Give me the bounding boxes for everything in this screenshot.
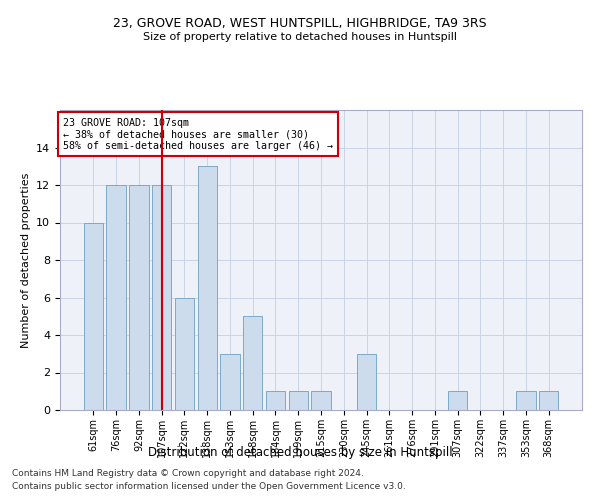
Bar xyxy=(106,185,126,410)
Text: Size of property relative to detached houses in Huntspill: Size of property relative to detached ho… xyxy=(143,32,457,42)
Bar xyxy=(197,166,217,410)
Bar xyxy=(516,391,536,410)
Bar xyxy=(448,391,467,410)
Bar xyxy=(266,391,285,410)
Text: Contains HM Land Registry data © Crown copyright and database right 2024.: Contains HM Land Registry data © Crown c… xyxy=(12,468,364,477)
Text: Contains public sector information licensed under the Open Government Licence v3: Contains public sector information licen… xyxy=(12,482,406,491)
Bar xyxy=(357,354,376,410)
Text: Distribution of detached houses by size in Huntspill: Distribution of detached houses by size … xyxy=(148,446,452,459)
Bar xyxy=(243,316,262,410)
Bar xyxy=(175,298,194,410)
Bar xyxy=(289,391,308,410)
Bar xyxy=(152,185,172,410)
Bar xyxy=(129,185,149,410)
Bar xyxy=(539,391,558,410)
Text: 23 GROVE ROAD: 107sqm
← 38% of detached houses are smaller (30)
58% of semi-deta: 23 GROVE ROAD: 107sqm ← 38% of detached … xyxy=(62,118,332,150)
Y-axis label: Number of detached properties: Number of detached properties xyxy=(20,172,31,348)
Bar xyxy=(311,391,331,410)
Bar xyxy=(220,354,239,410)
Text: 23, GROVE ROAD, WEST HUNTSPILL, HIGHBRIDGE, TA9 3RS: 23, GROVE ROAD, WEST HUNTSPILL, HIGHBRID… xyxy=(113,18,487,30)
Bar xyxy=(84,222,103,410)
